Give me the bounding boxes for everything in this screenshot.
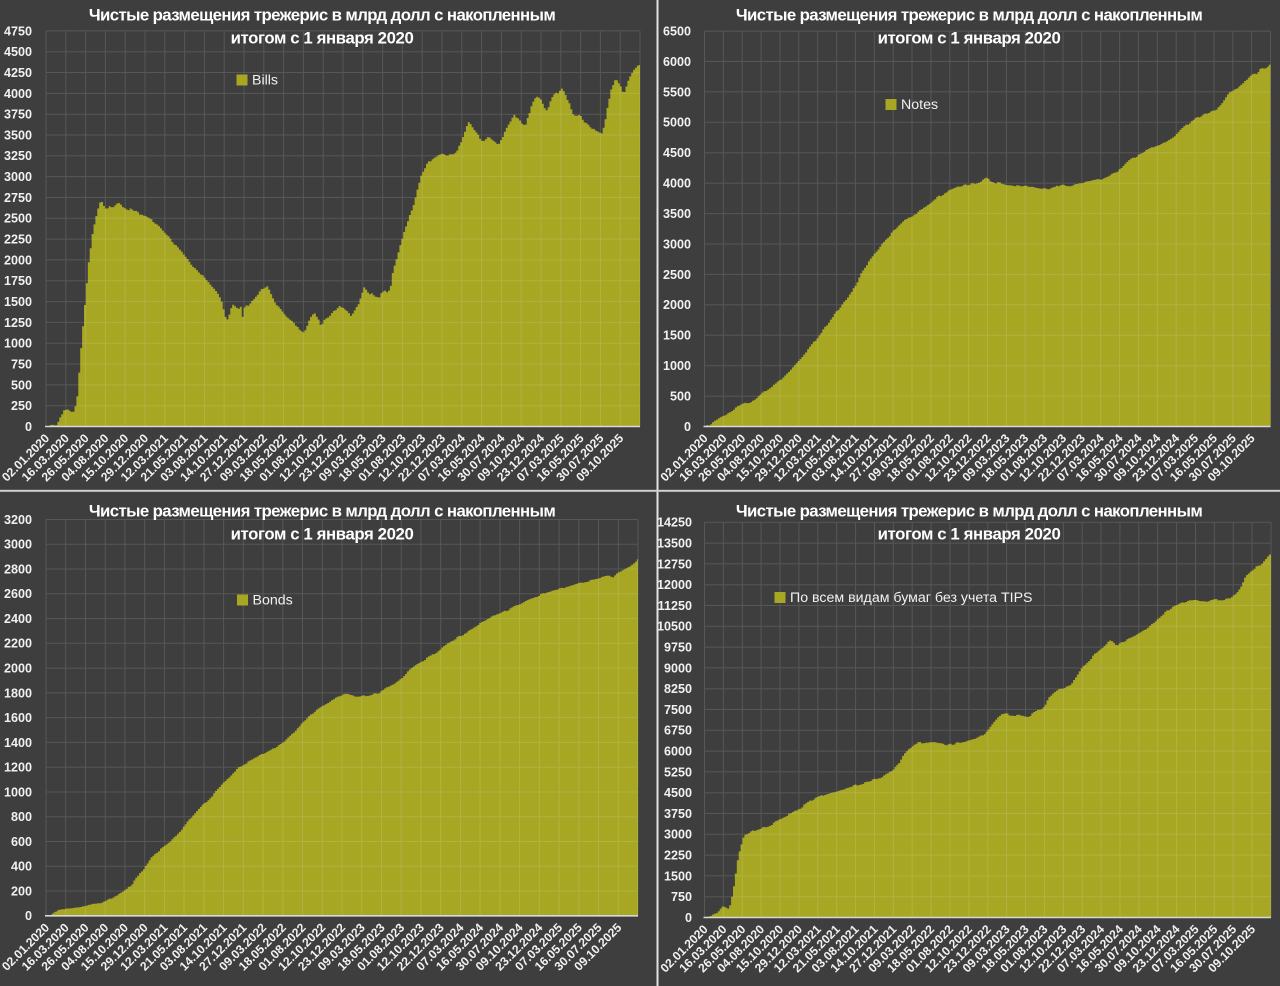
- svg-text:7500: 7500: [664, 703, 692, 717]
- svg-text:12750: 12750: [657, 557, 692, 571]
- svg-text:Чистые размещения трежерис в м: Чистые размещения трежерис в млрд долл с…: [736, 502, 1202, 521]
- svg-text:2250: 2250: [664, 849, 692, 863]
- svg-text:0: 0: [25, 909, 32, 923]
- svg-text:6500: 6500: [663, 25, 691, 39]
- svg-text:9750: 9750: [664, 641, 692, 655]
- svg-text:1750: 1750: [4, 274, 32, 288]
- svg-text:3000: 3000: [664, 828, 692, 842]
- svg-text:5250: 5250: [664, 765, 692, 779]
- svg-text:0: 0: [684, 420, 691, 434]
- svg-text:2500: 2500: [4, 212, 32, 226]
- svg-text:750: 750: [11, 357, 32, 371]
- svg-text:3750: 3750: [4, 108, 32, 122]
- svg-text:Notes: Notes: [901, 97, 938, 113]
- svg-text:3000: 3000: [4, 170, 32, 184]
- svg-text:1000: 1000: [4, 337, 32, 351]
- svg-text:6750: 6750: [664, 724, 692, 738]
- svg-text:500: 500: [11, 378, 32, 392]
- svg-text:3750: 3750: [664, 807, 692, 821]
- svg-text:5500: 5500: [663, 85, 691, 99]
- svg-text:1000: 1000: [663, 359, 691, 373]
- svg-text:итогом с 1 января 2020: итогом с 1 января 2020: [878, 525, 1061, 544]
- svg-text:750: 750: [671, 890, 692, 904]
- svg-text:4000: 4000: [663, 177, 691, 191]
- svg-text:0: 0: [25, 420, 32, 434]
- svg-text:2200: 2200: [4, 637, 32, 651]
- svg-text:3000: 3000: [4, 538, 32, 552]
- svg-text:2400: 2400: [4, 612, 32, 626]
- svg-text:5000: 5000: [663, 116, 691, 130]
- svg-text:4500: 4500: [664, 786, 692, 800]
- svg-text:2750: 2750: [4, 191, 32, 205]
- svg-text:Чистые размещения трежерис в м: Чистые размещения трежерис в млрд долл с…: [736, 6, 1202, 25]
- svg-text:6000: 6000: [663, 55, 691, 69]
- svg-text:4750: 4750: [4, 24, 32, 38]
- svg-text:6000: 6000: [664, 745, 692, 759]
- svg-text:2800: 2800: [4, 562, 32, 576]
- svg-text:9000: 9000: [664, 661, 692, 675]
- svg-text:4250: 4250: [4, 66, 32, 80]
- svg-text:Bonds: Bonds: [253, 593, 293, 609]
- svg-text:600: 600: [11, 835, 32, 849]
- svg-text:3000: 3000: [663, 237, 691, 251]
- svg-text:итогом с 1 января 2020: итогом с 1 января 2020: [231, 525, 414, 544]
- svg-text:3250: 3250: [4, 149, 32, 163]
- svg-text:итогом с 1 января 2020: итогом с 1 января 2020: [878, 29, 1061, 48]
- svg-text:400: 400: [11, 860, 32, 874]
- svg-text:0: 0: [685, 911, 692, 925]
- svg-text:Чистые размещения трежерис в м: Чистые размещения трежерис в млрд долл с…: [89, 6, 555, 25]
- svg-text:800: 800: [11, 810, 32, 824]
- svg-text:12000: 12000: [657, 578, 692, 592]
- svg-text:По всем видам бумаг без учета: По всем видам бумаг без учета TIPS: [790, 590, 1033, 606]
- svg-text:итогом с 1 января 2020: итогом с 1 января 2020: [231, 29, 414, 48]
- svg-text:4000: 4000: [4, 87, 32, 101]
- svg-text:14250: 14250: [657, 516, 692, 530]
- svg-text:1800: 1800: [4, 686, 32, 700]
- svg-text:8250: 8250: [664, 682, 692, 696]
- svg-text:250: 250: [11, 399, 32, 413]
- svg-text:13500: 13500: [657, 537, 692, 551]
- svg-text:11250: 11250: [658, 599, 692, 613]
- svg-text:4500: 4500: [4, 45, 32, 59]
- svg-text:3500: 3500: [4, 128, 32, 142]
- svg-text:2000: 2000: [4, 253, 32, 267]
- svg-text:500: 500: [670, 390, 691, 404]
- svg-text:1000: 1000: [4, 785, 32, 799]
- svg-text:3200: 3200: [4, 513, 32, 527]
- svg-text:200: 200: [11, 884, 32, 898]
- svg-text:2600: 2600: [4, 587, 32, 601]
- svg-text:2500: 2500: [663, 268, 691, 282]
- svg-text:1250: 1250: [4, 316, 32, 330]
- svg-text:4500: 4500: [663, 146, 691, 160]
- svg-text:10500: 10500: [657, 620, 692, 634]
- svg-text:3500: 3500: [663, 207, 691, 221]
- svg-text:2250: 2250: [4, 233, 32, 247]
- svg-text:1500: 1500: [663, 329, 691, 343]
- svg-text:1200: 1200: [4, 761, 32, 775]
- svg-text:1600: 1600: [4, 711, 32, 725]
- svg-text:Bills: Bills: [252, 73, 278, 89]
- svg-text:1400: 1400: [4, 736, 32, 750]
- svg-text:1500: 1500: [4, 295, 32, 309]
- svg-text:2000: 2000: [663, 298, 691, 312]
- svg-text:1500: 1500: [664, 869, 692, 883]
- svg-text:2000: 2000: [4, 662, 32, 676]
- svg-text:Чистые размещения трежерис в м: Чистые размещения трежерис в млрд долл с…: [89, 502, 555, 521]
